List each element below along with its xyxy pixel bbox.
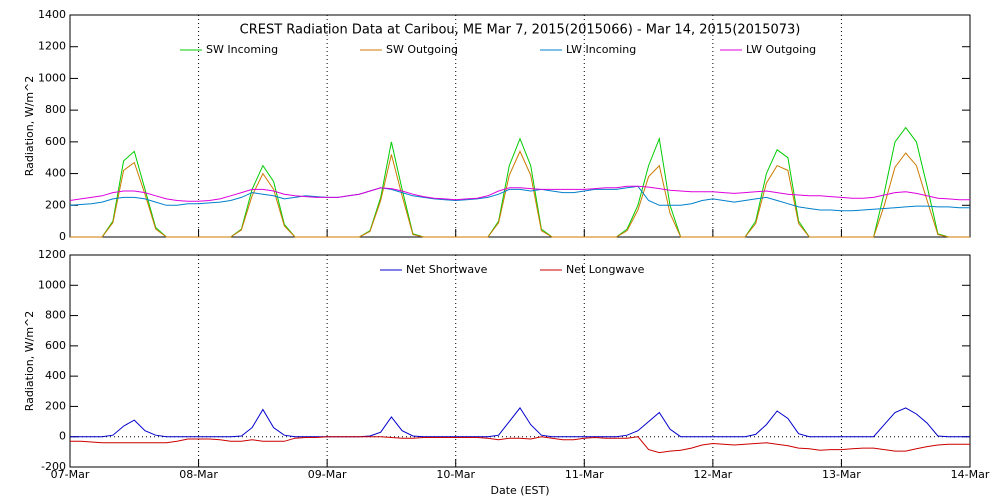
y-tick-label: 1400 (38, 8, 66, 21)
legend-label: SW Outgoing (386, 43, 458, 56)
series-line (70, 150, 970, 238)
series-line (70, 436, 970, 454)
series-line (69, 185, 970, 212)
y-tick-label: -200 (41, 460, 66, 473)
y-tick-label: 800 (45, 103, 66, 116)
y-tick-label: 200 (45, 198, 66, 211)
series-line (70, 407, 970, 438)
y-tick-label: 0 (59, 230, 66, 243)
y-tick-label: 400 (45, 167, 66, 180)
x-tick-label: 14-Mar (951, 468, 990, 481)
x-tick-label: 11-Mar (565, 468, 604, 481)
y-tick-label: 600 (45, 339, 66, 352)
y-tick-label: 1000 (38, 71, 66, 84)
y-tick-label: 400 (45, 369, 66, 382)
legend-label: Net Shortwave (406, 263, 488, 276)
x-tick-label: 07-Mar (51, 468, 90, 481)
x-tick-label: 09-Mar (308, 468, 347, 481)
x-tick-label: 08-Mar (179, 468, 218, 481)
y-axis-label: Radiation, W/m^2 (23, 76, 36, 177)
series-line (69, 185, 970, 202)
legend-label: LW Incoming (566, 43, 636, 56)
y-tick-label: 800 (45, 309, 66, 322)
y-tick-label: 600 (45, 135, 66, 148)
x-tick-label: 13-Mar (822, 468, 861, 481)
x-axis-label: Date (EST) (490, 484, 549, 497)
y-tick-label: 1200 (38, 248, 66, 261)
legend-label: SW Incoming (206, 43, 278, 56)
x-tick-label: 10-Mar (436, 468, 475, 481)
y-axis-label: Radiation, W/m^2 (23, 311, 36, 412)
chart-title: CREST Radiation Data at Caribou, ME Mar … (240, 23, 801, 38)
legend-label: Net Longwave (566, 263, 645, 276)
y-tick-label: 0 (59, 430, 66, 443)
plot-frame (69, 14, 971, 238)
x-tick-label: 12-Mar (693, 468, 732, 481)
legend-label: LW Outgoing (746, 43, 816, 56)
y-tick-label: 200 (45, 399, 66, 412)
plot-frame (69, 254, 971, 468)
y-tick-label: 1000 (38, 278, 66, 291)
y-tick-label: 1200 (38, 40, 66, 53)
